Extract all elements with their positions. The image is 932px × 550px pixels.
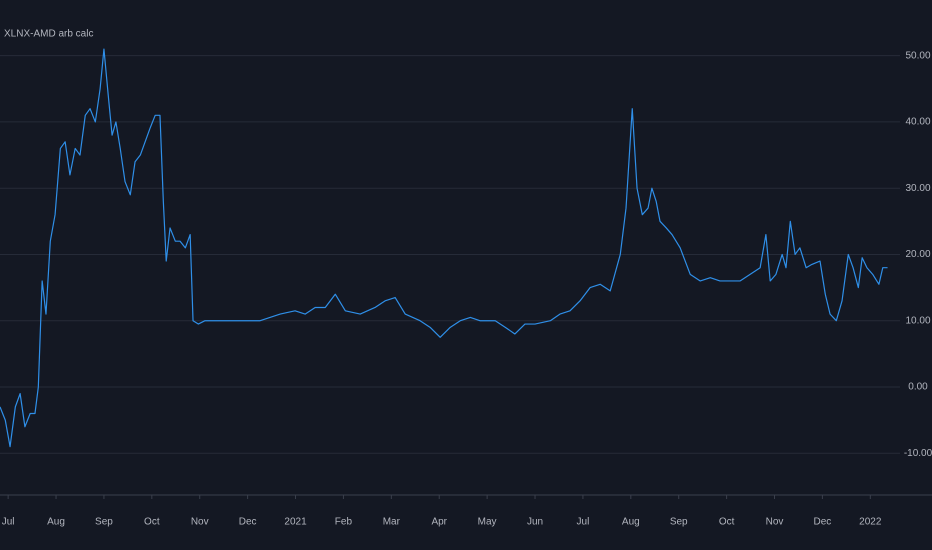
x-tick-label: Nov [191,517,209,528]
x-tick-label: Jul [2,517,15,528]
y-tick-label: 40.00 [905,117,930,128]
x-tick-label: Mar [383,517,401,528]
x-tick-label: May [478,517,497,528]
x-tick-label: Jul [577,517,590,528]
x-tick-label: Jun [527,517,543,528]
y-tick-label: 30.00 [905,183,930,194]
y-tick-label: 0.00 [908,382,928,393]
x-tick-label: Dec [239,517,257,528]
x-tick-label: Apr [431,517,447,528]
x-tick-label: 2021 [284,517,307,528]
x-tick-label: Nov [766,517,784,528]
x-tick-label: Dec [814,517,832,528]
x-tick-label: Oct [144,517,160,528]
x-tick-label: Sep [670,517,688,528]
y-tick-label: 10.00 [905,315,930,326]
x-tick-label: Oct [719,517,735,528]
x-tick-label: Aug [622,517,640,528]
y-tick-label: 50.00 [905,50,930,61]
y-tick-label: -10.00 [904,448,932,459]
chart-title: XLNX-AMD arb calc [4,29,93,40]
x-tick-label: Feb [335,517,353,528]
y-tick-label: 20.00 [905,249,930,260]
x-tick-label: 2022 [859,517,882,528]
data-line [0,48,888,448]
x-tick-label: Sep [95,517,113,528]
x-tick-label: Aug [47,517,65,528]
